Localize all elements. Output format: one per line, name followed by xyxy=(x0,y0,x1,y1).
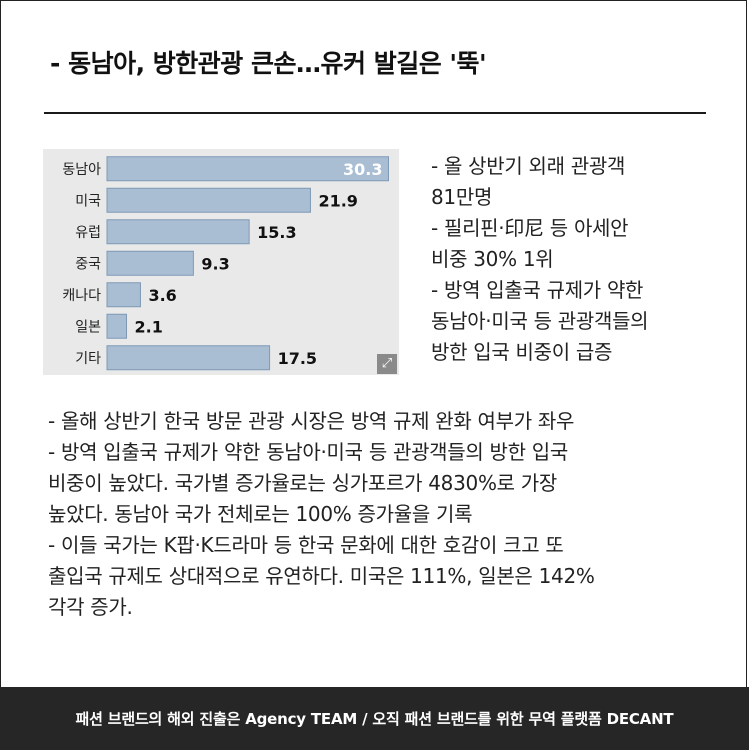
divider xyxy=(44,112,706,114)
category-label: 중국 xyxy=(75,256,101,272)
value-label: 3.6 xyxy=(148,286,176,305)
side-note-line: 81만명 xyxy=(431,185,493,209)
side-note-line: 동남아·미국 등 관광객들의 xyxy=(431,309,649,333)
side-note-line: - 방역 입출국 규제가 약한 xyxy=(431,278,644,302)
footer-text: 패션 브랜드의 해외 진출은 Agency TEAM / 오직 패션 브랜드를 … xyxy=(75,710,674,728)
body-line: - 올해 상반기 한국 방문 관광 시장은 방역 규제 완화 여부가 좌우 xyxy=(48,409,575,433)
bar xyxy=(106,282,141,308)
body-line: 비중이 높았다. 국가별 증가율로는 싱가포르가 4830%로 가장 xyxy=(48,471,558,495)
side-note-line: 방한 입국 비중이 급증 xyxy=(431,340,613,364)
body-line: 출입국 규제도 상대적으로 유연하다. 미국은 111%, 일본은 142% xyxy=(48,564,595,588)
footer-banner: 패션 브랜드의 해외 진출은 Agency TEAM / 오직 패션 브랜드를 … xyxy=(0,687,749,750)
bar xyxy=(106,156,389,182)
bar xyxy=(106,313,128,339)
bar xyxy=(106,187,311,213)
bar-chart-svg: 동남아 30.3 미국 21.9 유럽 15.3 중국 9.3 캐나다 3.6 일본 2.1 기타 17.… xyxy=(62,156,389,371)
expand-icon[interactable]: ⤢ xyxy=(377,354,397,374)
value-label: 2.1 xyxy=(135,317,163,336)
bar xyxy=(106,250,194,276)
side-note-line: - 올 상반기 외래 관광객 xyxy=(431,154,626,178)
body-line: 높았다. 동남아 국가 전체로는 100% 증가율을 기록 xyxy=(48,502,473,526)
value-label: 9.3 xyxy=(201,254,229,273)
bar xyxy=(106,219,250,245)
body-line: - 방역 입출국 규제가 약한 동남아·미국 등 관광객들의 방한 입국 xyxy=(48,440,568,464)
side-note-line: 비중 30% 1위 xyxy=(431,247,554,271)
body-line: 각각 증가. xyxy=(48,595,133,619)
category-label: 유럽 xyxy=(75,225,101,241)
value-label: 17.5 xyxy=(278,349,317,368)
category-label: 동남아 xyxy=(62,162,101,178)
category-label: 일본 xyxy=(75,319,101,335)
body-text: - 올해 상반기 한국 방문 관광 시장은 방역 규제 완화 여부가 좌우 - … xyxy=(48,406,728,623)
category-label: 캐나다 xyxy=(62,288,101,304)
headline: - 동남아, 방한관광 큰손…유커 발길은 '뚝' xyxy=(50,49,487,78)
body-line: - 이들 국가는 K팝·K드라마 등 한국 문화에 대한 호감이 크고 또 xyxy=(48,533,564,557)
value-label: 21.9 xyxy=(318,191,357,210)
side-note-line: - 필리핀·印尼 등 아세안 xyxy=(431,216,629,240)
bar xyxy=(106,345,271,371)
value-label: 30.3 xyxy=(343,160,382,179)
side-notes: - 올 상반기 외래 관광객 81만명 - 필리핀·印尼 등 아세안 비중 30… xyxy=(431,151,731,368)
bar-chart: 동남아 30.3 미국 21.9 유럽 15.3 중국 9.3 캐나다 3.6 일본 2.1 기타 17.… xyxy=(43,149,399,375)
category-label: 미국 xyxy=(75,193,101,209)
value-label: 15.3 xyxy=(257,223,296,242)
category-label: 기타 xyxy=(75,351,101,367)
